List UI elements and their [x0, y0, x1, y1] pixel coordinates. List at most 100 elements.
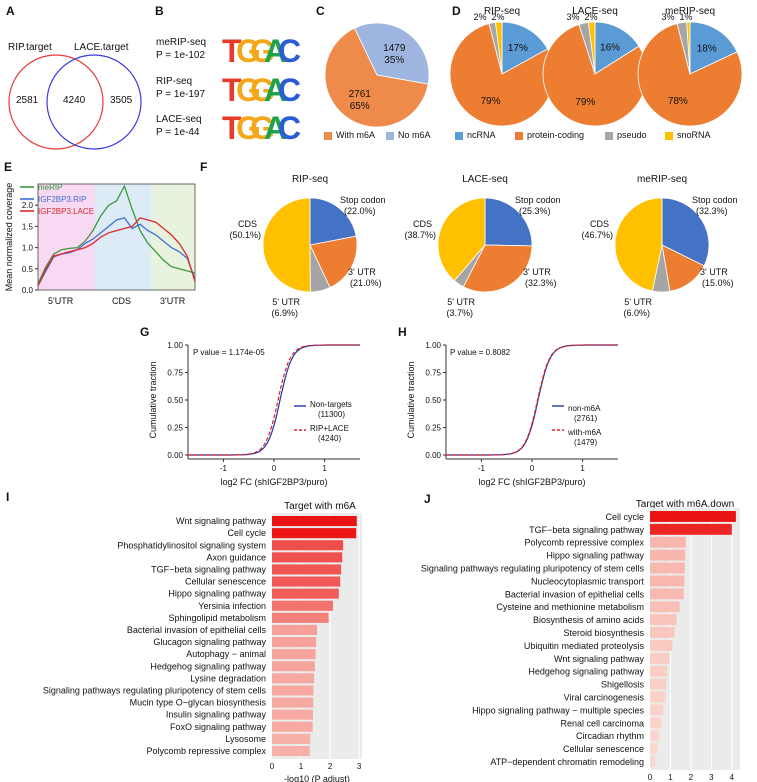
y-tick-label: 0.5	[22, 265, 34, 274]
category-label: Steroid biosynthesis	[563, 628, 644, 638]
motif-letter: A	[264, 72, 287, 108]
pie-chart-rip-region: RIP-seq Stop codon(22.0%) 3' UTR(21.0%) 5' …	[229, 174, 386, 318]
x-axis-label: -log10 (P adjust)	[284, 774, 350, 782]
pie-f3-slice-0	[661, 197, 710, 267]
label-5utr: 5' UTR	[272, 297, 300, 307]
bar	[650, 743, 658, 755]
pie-chart-merip-biotype: meRIP-seq 18% 78% 3% 1%	[637, 6, 743, 127]
label-stop-codon: Stop codon	[340, 195, 386, 205]
pie-f2-slice-3	[437, 197, 486, 282]
pie-f2-slice-1	[462, 244, 533, 293]
venn-right-set-label: LACE.target	[74, 42, 129, 53]
category-label: Wnt signaling pathway	[176, 516, 267, 526]
panel-label-i: I	[6, 490, 10, 504]
bar	[272, 516, 357, 527]
y-tick-label: 0.50	[425, 396, 441, 405]
pie-d1-slice-3	[495, 21, 503, 75]
label-5utr-pct: (6.0%)	[623, 308, 650, 318]
motif-letter: A	[264, 110, 287, 146]
pie-c-percent-0: 65%	[350, 101, 370, 112]
g-legend-name-1: Non-targets	[310, 400, 352, 409]
motif-row-pvalue-2: P = 1e-197	[156, 89, 206, 100]
bar	[272, 612, 329, 623]
legend-swatch-snorna	[665, 132, 673, 140]
legend-label-snorna: snoRNA	[677, 130, 711, 140]
label-5utr-pct: (3.7%)	[446, 308, 473, 318]
x-tick-label: 0	[530, 464, 535, 473]
motif-row-pvalue-3: P = 1e-44	[156, 127, 200, 138]
label-5utr: 5' UTR	[624, 297, 652, 307]
g-legend-n-1: (11300)	[318, 410, 345, 419]
label-stop-codon-pct: (32.3%)	[696, 206, 728, 216]
legend-d	[455, 132, 673, 140]
y-tick-label: 0.50	[167, 396, 183, 405]
category-label: Insulin signaling pathway	[166, 710, 267, 720]
motif-letter: G	[236, 110, 261, 146]
venn-left-only-count: 2581	[16, 95, 39, 106]
panel-label-a: A	[6, 4, 15, 18]
motif-letter: C	[278, 33, 301, 69]
legend-label-igf2bp3-rip: IGF2BP3.RIP	[38, 195, 87, 204]
legend-swatch-protein-coding	[515, 132, 523, 140]
bar	[650, 588, 684, 600]
category-label: Renal cell carcinoma	[560, 718, 644, 728]
legend-swatch-ncrna	[455, 132, 463, 140]
legend-label-pseudo: pseudo	[617, 130, 647, 140]
pie-chart-merip-region: meRIP-seq Stop codon(32.3%) 3' UTR(15.0%) 5…	[581, 174, 738, 318]
pie-f2-slice-0	[484, 197, 533, 247]
cdf-line-1	[188, 344, 360, 456]
bar	[272, 745, 310, 756]
label-cds: CDS	[590, 219, 609, 229]
bar	[650, 652, 670, 664]
pie-d1-slice-0	[501, 21, 549, 75]
legend-label-ncrna: ncRNA	[467, 130, 496, 140]
label-5utr: 5' UTR	[447, 297, 475, 307]
category-label: Circadian rhythm	[576, 731, 644, 741]
category-label: Cysteine and methionine metabolism	[496, 602, 644, 612]
pie-d2-slice-0	[594, 21, 640, 75]
legend-swatch-pseudo	[605, 132, 613, 140]
bar	[650, 511, 736, 522]
venn-left-circle	[8, 54, 104, 150]
category-label: Polycomb repressive complex	[146, 746, 266, 756]
bar	[272, 685, 314, 696]
chart-title: Target with m6A.down	[636, 499, 734, 510]
pie-f1-slice-0	[309, 197, 357, 246]
pie-c-count-0: 2761	[349, 89, 372, 100]
motif-letter: G	[236, 72, 261, 108]
category-label: Viral carcinogenesis	[564, 693, 645, 703]
category-label: Nucleocytoplasmic transport	[531, 576, 645, 586]
bar	[650, 691, 666, 703]
bar	[650, 562, 685, 574]
pie-d1-label-0: 17%	[508, 43, 528, 54]
bar	[650, 614, 677, 626]
category-label: Cellular senescence	[563, 744, 644, 754]
category-label: Lysine degradation	[190, 673, 266, 683]
panel-label-b: B	[155, 4, 164, 18]
pie-d2-label-3: 2%	[584, 12, 597, 22]
pie-d2-label-0: 16%	[600, 43, 620, 54]
category-label: Axon guidance	[206, 552, 266, 562]
label-stop-codon-pct: (22.0%)	[344, 206, 376, 216]
venn-left-set-label: RIP.target	[8, 42, 52, 53]
category-label: Hedgehog signaling pathway	[528, 667, 644, 677]
venn-overlap-count: 4240	[63, 95, 86, 106]
bar	[650, 523, 732, 535]
bar	[272, 576, 341, 587]
bar-chart-target-m6a: Target with m6A 0 1 2 3 Wnt signaling pathway…	[43, 501, 362, 782]
y-tick-label: 1.5	[22, 222, 34, 231]
category-label: Signaling pathways regulating pluripoten…	[43, 686, 267, 696]
x-tick-label: 1	[668, 773, 673, 782]
label-stop-codon: Stop codon	[692, 195, 738, 205]
bar	[272, 528, 357, 539]
pie-c-count-1: 1479	[383, 43, 406, 54]
y-tick-label: 0.75	[425, 369, 441, 378]
pie-f1-slice-3	[262, 197, 311, 293]
category-label: Cell cycle	[605, 512, 644, 522]
x-tick-label: 0	[270, 762, 275, 771]
venn-right-only-count: 3505	[110, 95, 133, 106]
label-cds: CDS	[238, 219, 257, 229]
legend-label-merip: meRIP	[38, 183, 63, 192]
x-tick-label: -1	[478, 464, 486, 473]
cumulative-plot-m6a: 0.00 0.25 0.50 0.75 1.00 -1 0 1 Cumulative tract…	[406, 341, 618, 487]
